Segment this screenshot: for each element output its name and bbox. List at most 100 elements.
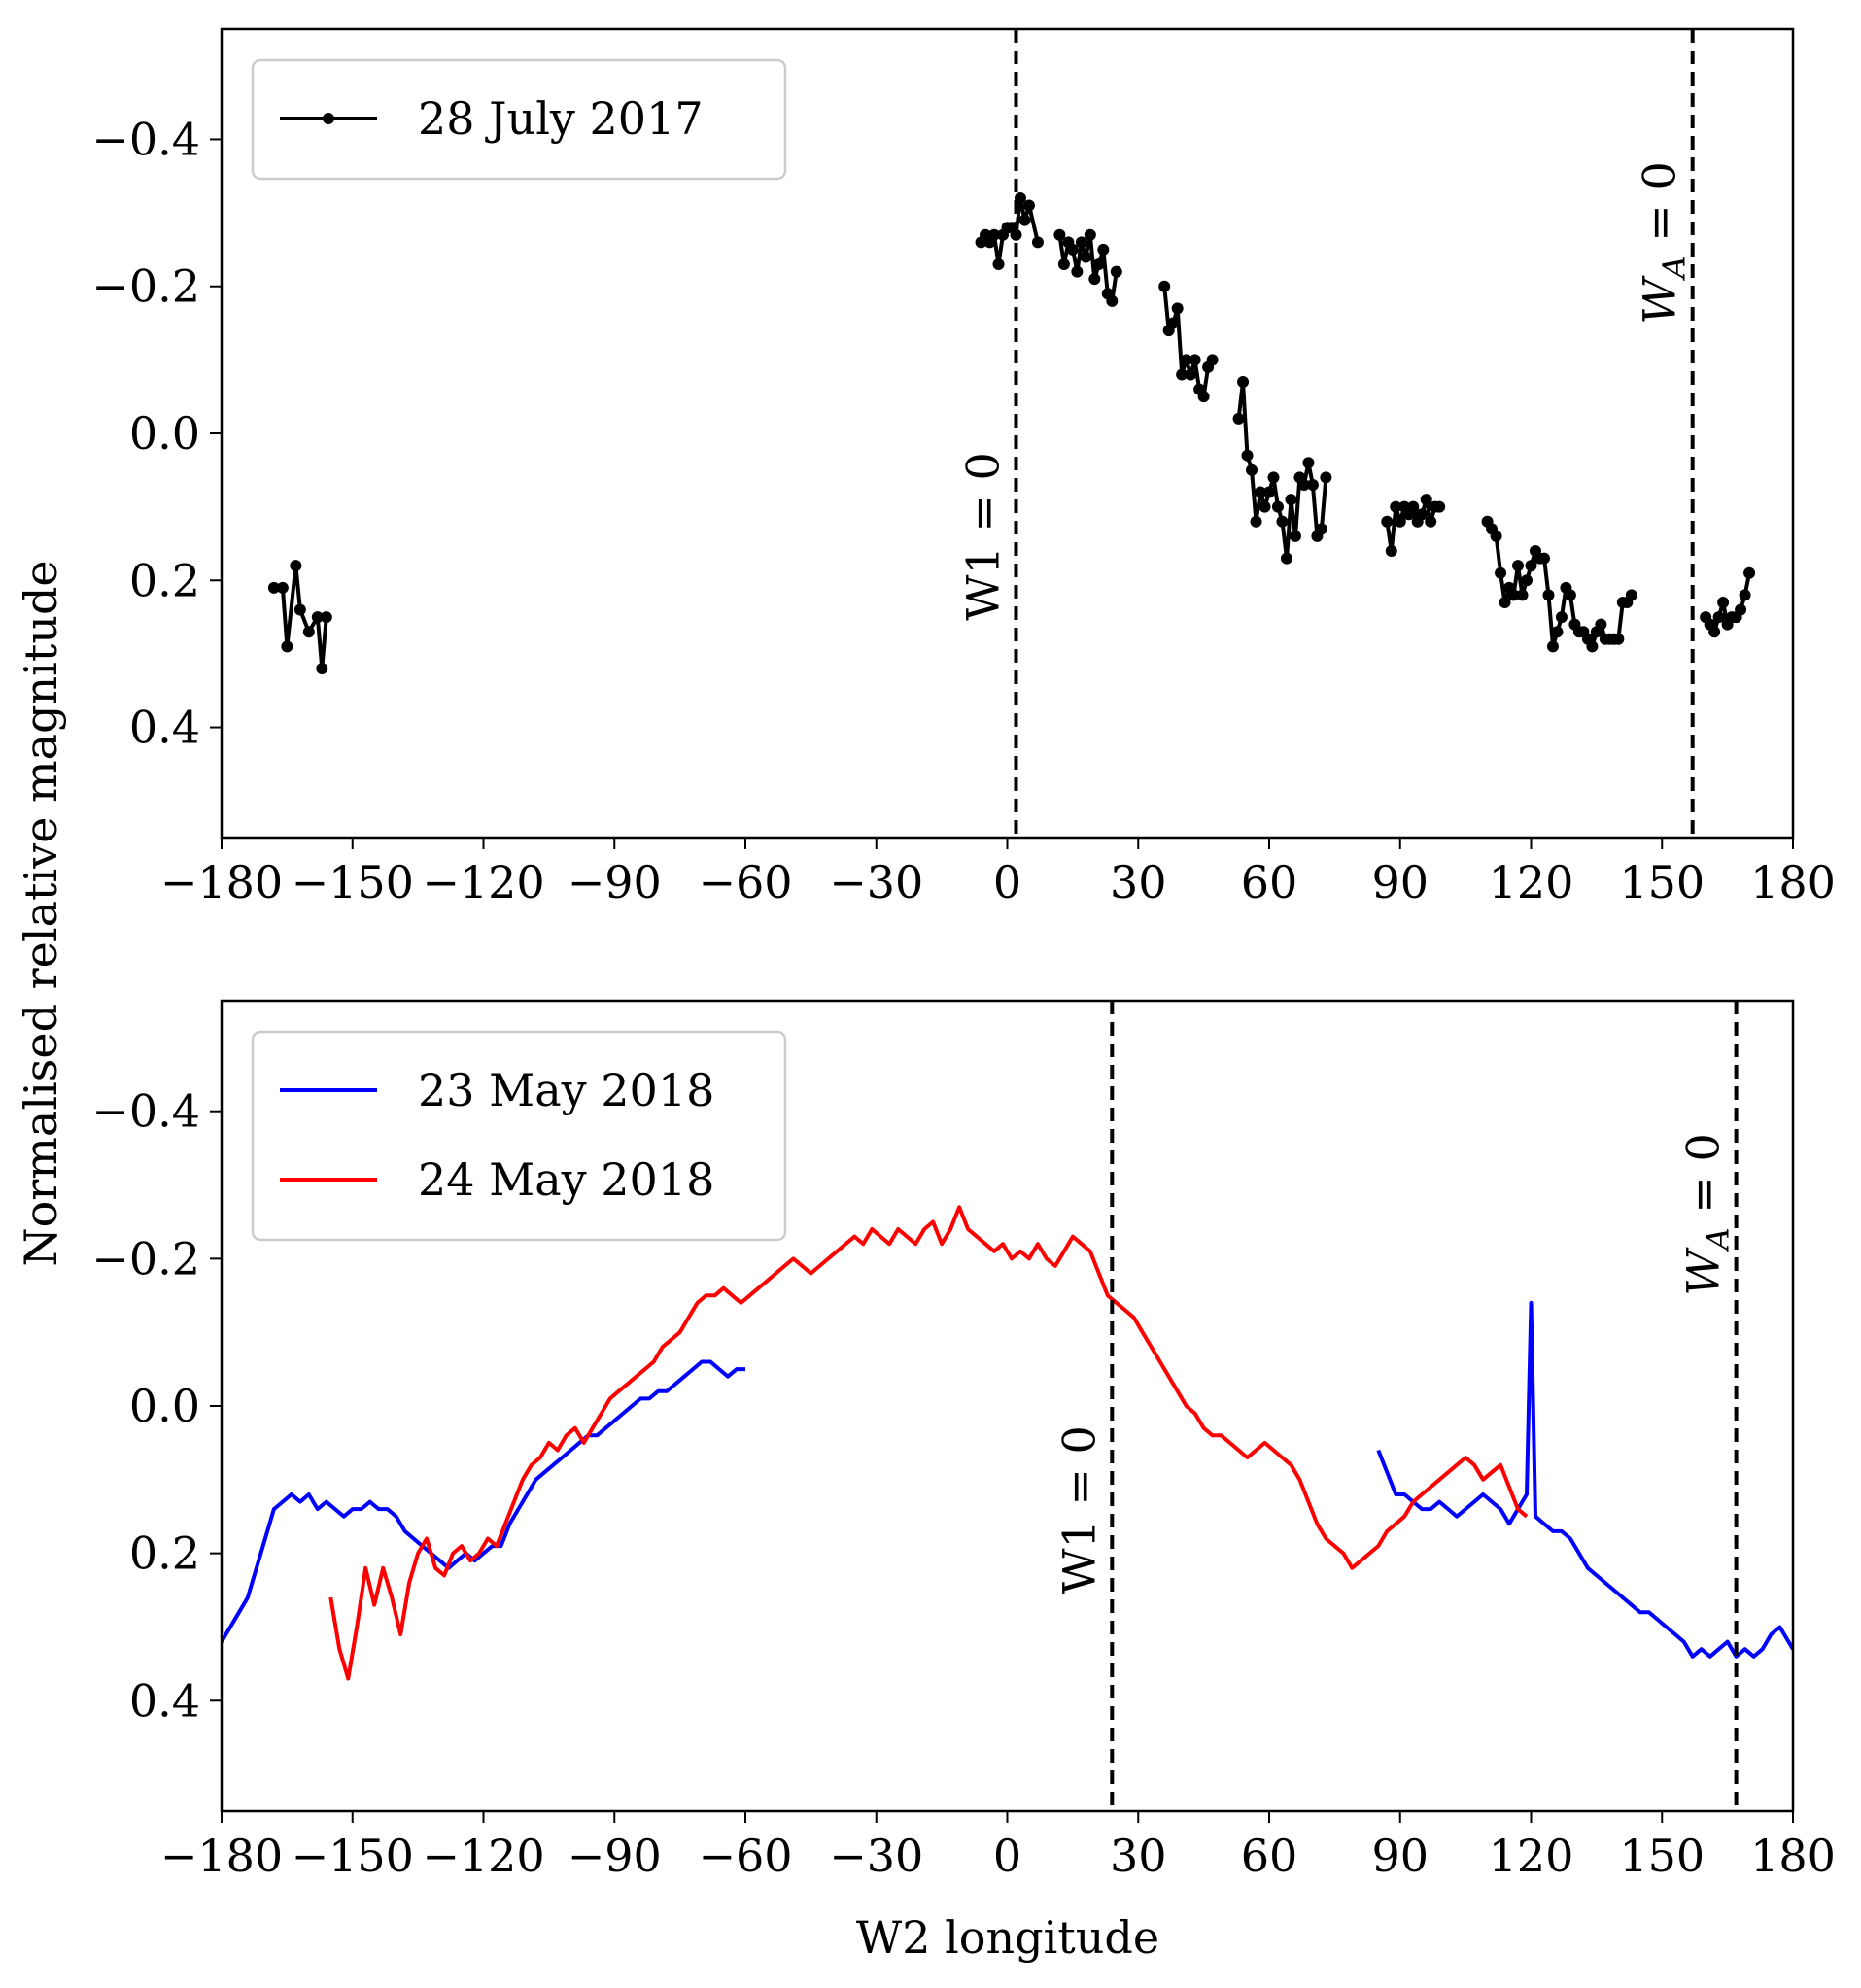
vline-label-rest: = 0 (1634, 161, 1686, 256)
data-point (1595, 618, 1607, 631)
x-tick-label: −180 (160, 856, 283, 908)
y-tick-label: −0.2 (91, 1232, 200, 1285)
x-tick-label: 30 (1110, 1830, 1167, 1882)
y-tick-label: 0.2 (129, 1527, 200, 1580)
data-point (1263, 486, 1275, 498)
data-point (1586, 640, 1599, 653)
data-point (1250, 515, 1262, 528)
data-point (1297, 478, 1310, 491)
x-tick-label: −30 (829, 856, 923, 908)
data-point (1708, 626, 1721, 638)
data-point (1495, 566, 1507, 579)
data-point (1385, 545, 1397, 558)
data-point (1185, 368, 1197, 381)
data-point (311, 611, 324, 624)
data-point (1516, 589, 1529, 601)
data-point (1407, 500, 1420, 513)
data-point (1394, 515, 1406, 528)
vline-label-sub: A (1700, 1227, 1737, 1252)
legend-box (251, 1030, 787, 1242)
data-point (1258, 500, 1271, 513)
data-point (1110, 265, 1122, 278)
x-tick-label: −150 (292, 856, 414, 908)
data-point (1057, 258, 1070, 271)
data-point (1088, 273, 1101, 286)
y-tick-label: 0.0 (129, 1380, 200, 1432)
vline-label: W1 = 0 (956, 452, 1009, 621)
data-point (281, 640, 293, 653)
data-point (1246, 463, 1258, 476)
x-tick-label: −60 (698, 1830, 792, 1882)
y-tick-label: 0.0 (129, 407, 200, 460)
data-point (1241, 449, 1254, 462)
axes-frame (220, 27, 1795, 840)
data-point (293, 603, 306, 616)
x-tick-label: 150 (1619, 856, 1705, 908)
vline-label-rest: = 0 (1677, 1133, 1730, 1227)
vline-label: W1 = 0 (1052, 1425, 1105, 1594)
data-point (1490, 530, 1502, 542)
data-point (1499, 596, 1511, 608)
series-line (1162, 286, 1215, 399)
data-point (1525, 560, 1537, 572)
data-point (1092, 258, 1105, 271)
x-tick-label: 120 (1489, 1830, 1574, 1882)
y-axis-label: Normalised relative magnitude (15, 560, 67, 1266)
vline-label: WA = 0 (1634, 161, 1693, 324)
vline-label-main: W (1634, 275, 1686, 325)
y-tick-label: −0.4 (91, 1085, 200, 1138)
data-point (316, 663, 328, 675)
data-point (1031, 236, 1044, 249)
data-point (1420, 494, 1432, 506)
data-point (1080, 251, 1092, 263)
data-point (1717, 596, 1730, 608)
data-point (1280, 552, 1292, 565)
y-tick-label: 0.4 (129, 1674, 200, 1727)
data-point (1084, 228, 1096, 241)
top-panel: −180 −150 −120 −90 −60 −30 0 30 60 90 120 150 180 −0.… (91, 27, 1836, 908)
vline-label-main: W (1677, 1247, 1730, 1296)
data-point (1018, 214, 1031, 226)
legend-entry: 28 July 2017 (418, 92, 704, 145)
data-point (1546, 640, 1559, 653)
x-tick-label: 60 (1241, 1830, 1298, 1882)
data-point (1507, 589, 1520, 601)
y-tick-label: −0.4 (91, 113, 200, 165)
data-point (1176, 368, 1189, 381)
data-point (988, 228, 1001, 241)
data-point (1521, 574, 1534, 587)
data-point (1171, 302, 1184, 315)
series-line (328, 1205, 1529, 1681)
data-point (1022, 199, 1035, 212)
data-point (1542, 589, 1555, 601)
bottom-panel: −180 −150 −120 −90 −60 −30 0 30 60 90 120 150 180 −0.… (91, 999, 1836, 1882)
data-point (1276, 515, 1289, 528)
data-point (1053, 228, 1066, 241)
data-point (1320, 471, 1332, 484)
data-point (1425, 515, 1437, 528)
data-point (1735, 603, 1747, 616)
x-tick-label: 90 (1371, 1830, 1429, 1882)
data-point (1743, 566, 1756, 579)
plot-area (222, 1001, 1793, 1811)
legend-box (251, 58, 787, 181)
vline-label-sub: A (1656, 256, 1693, 281)
x-axis-label: W2 longitude (856, 1911, 1159, 1964)
data-point (1075, 236, 1087, 249)
data-point (1537, 552, 1550, 565)
x-tick-label: −120 (422, 856, 544, 908)
data-point (1551, 626, 1564, 638)
data-point (1416, 508, 1429, 521)
data-point (1612, 633, 1625, 645)
x-tick-label: 30 (1110, 856, 1167, 908)
data-point (1189, 354, 1201, 366)
x-tick-label: 60 (1241, 856, 1298, 908)
x-tick-label: 90 (1371, 856, 1429, 908)
data-point (1071, 265, 1084, 278)
legend-marker (323, 113, 334, 124)
data-point (1206, 354, 1219, 366)
data-point (1267, 471, 1280, 484)
data-point (1302, 457, 1315, 469)
x-tick-label: −60 (698, 856, 792, 908)
legend-entry: 23 May 2018 (418, 1064, 714, 1116)
